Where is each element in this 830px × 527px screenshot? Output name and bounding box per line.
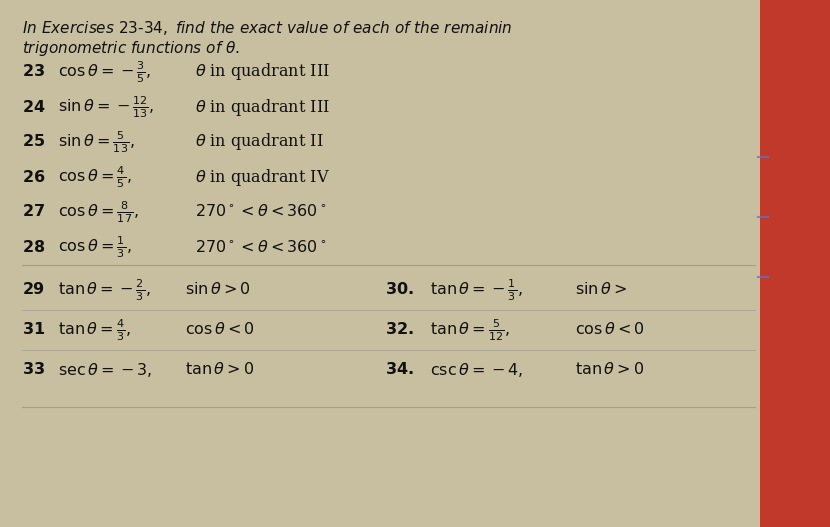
Text: $\mathbf{28}$: $\mathbf{28}$ (22, 239, 46, 256)
Text: $\tan\theta > 0$: $\tan\theta > 0$ (575, 362, 644, 378)
Text: $\mathbf{32.}$: $\mathbf{32.}$ (385, 321, 414, 338)
Text: $\cos\theta = \frac{1}{3},$: $\cos\theta = \frac{1}{3},$ (58, 234, 132, 260)
Text: $\tan\theta = -\frac{1}{3},$: $\tan\theta = -\frac{1}{3},$ (430, 277, 523, 303)
Text: $\mathbf{31}$: $\mathbf{31}$ (22, 321, 45, 338)
Text: $\theta$ in quadrant III: $\theta$ in quadrant III (195, 96, 330, 118)
Text: $\theta$ in quadrant II: $\theta$ in quadrant II (195, 132, 324, 152)
Text: $\sin\theta = -\frac{12}{13},$: $\sin\theta = -\frac{12}{13},$ (58, 94, 154, 120)
Text: $\tan\theta = \frac{4}{3},$: $\tan\theta = \frac{4}{3},$ (58, 317, 131, 343)
Text: $\sin\theta = \frac{5}{13},$: $\sin\theta = \frac{5}{13},$ (58, 129, 134, 155)
Text: $\cos\theta = \frac{8}{17},$: $\cos\theta = \frac{8}{17},$ (58, 199, 139, 225)
Text: $\theta$ in quadrant III: $\theta$ in quadrant III (195, 62, 330, 83)
Text: $\mathbf{25}$: $\mathbf{25}$ (22, 133, 45, 151)
Text: $\mathbf{29}$: $\mathbf{29}$ (22, 281, 45, 298)
Text: $\mathit{trigonometric\ functions\ of}$ $\mathit{\theta}.$: $\mathit{trigonometric\ functions\ of}$ … (22, 39, 240, 58)
Text: $\sin\theta >$: $\sin\theta >$ (575, 281, 627, 298)
Text: $\sec\theta = -3,$: $\sec\theta = -3,$ (58, 361, 153, 379)
Text: $\sin\theta > 0$: $\sin\theta > 0$ (185, 281, 251, 298)
Text: $\tan\theta = \frac{5}{12},$: $\tan\theta = \frac{5}{12},$ (430, 317, 510, 343)
Text: $\tan\theta = -\frac{2}{3},$: $\tan\theta = -\frac{2}{3},$ (58, 277, 150, 303)
Bar (760, 0, 830, 527)
Text: $270^\circ < \theta < 360^\circ$: $270^\circ < \theta < 360^\circ$ (195, 203, 327, 220)
Text: $\mathbf{27}$: $\mathbf{27}$ (22, 203, 45, 220)
Text: $\cos\theta = -\frac{3}{5},$: $\cos\theta = -\frac{3}{5},$ (58, 59, 151, 85)
Text: $\mathbf{34.}$: $\mathbf{34.}$ (385, 362, 414, 378)
Text: $\cos\theta = \frac{4}{5},$: $\cos\theta = \frac{4}{5},$ (58, 164, 132, 190)
Text: $270^\circ < \theta < 360^\circ$: $270^\circ < \theta < 360^\circ$ (195, 239, 327, 256)
Text: $\mathbf{26}$: $\mathbf{26}$ (22, 169, 46, 186)
Text: $\mathbf{24}$: $\mathbf{24}$ (22, 99, 46, 115)
Text: $\theta$ in quadrant IV: $\theta$ in quadrant IV (195, 167, 330, 188)
Text: $\mathbf{23}$: $\mathbf{23}$ (22, 63, 45, 81)
Text: $\mathbf{30.}$: $\mathbf{30.}$ (385, 281, 414, 298)
Text: $\mathbf{33}$: $\mathbf{33}$ (22, 362, 45, 378)
Text: $\mathit{In\ Exercises\ 23\text{-}34,\ find\ the\ exact\ value\ of\ each\ of\ th: $\mathit{In\ Exercises\ 23\text{-}34,\ f… (22, 19, 513, 37)
Text: $\csc\theta = -4,$: $\csc\theta = -4,$ (430, 361, 523, 379)
Text: $\cos\theta < 0$: $\cos\theta < 0$ (575, 321, 645, 338)
Text: $\cos\theta < 0$: $\cos\theta < 0$ (185, 321, 255, 338)
Text: $\tan\theta > 0$: $\tan\theta > 0$ (185, 362, 254, 378)
